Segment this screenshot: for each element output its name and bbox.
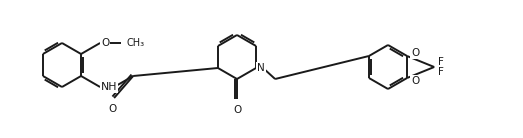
Text: CH₃: CH₃ bbox=[126, 38, 144, 48]
Text: F: F bbox=[438, 67, 444, 77]
Text: F: F bbox=[438, 57, 444, 67]
Text: NH: NH bbox=[101, 82, 118, 92]
Text: O: O bbox=[411, 76, 419, 86]
Text: O: O bbox=[233, 105, 241, 115]
Text: O: O bbox=[411, 48, 419, 58]
Text: O: O bbox=[108, 104, 116, 114]
Text: N: N bbox=[257, 63, 265, 73]
Text: O: O bbox=[101, 38, 109, 48]
